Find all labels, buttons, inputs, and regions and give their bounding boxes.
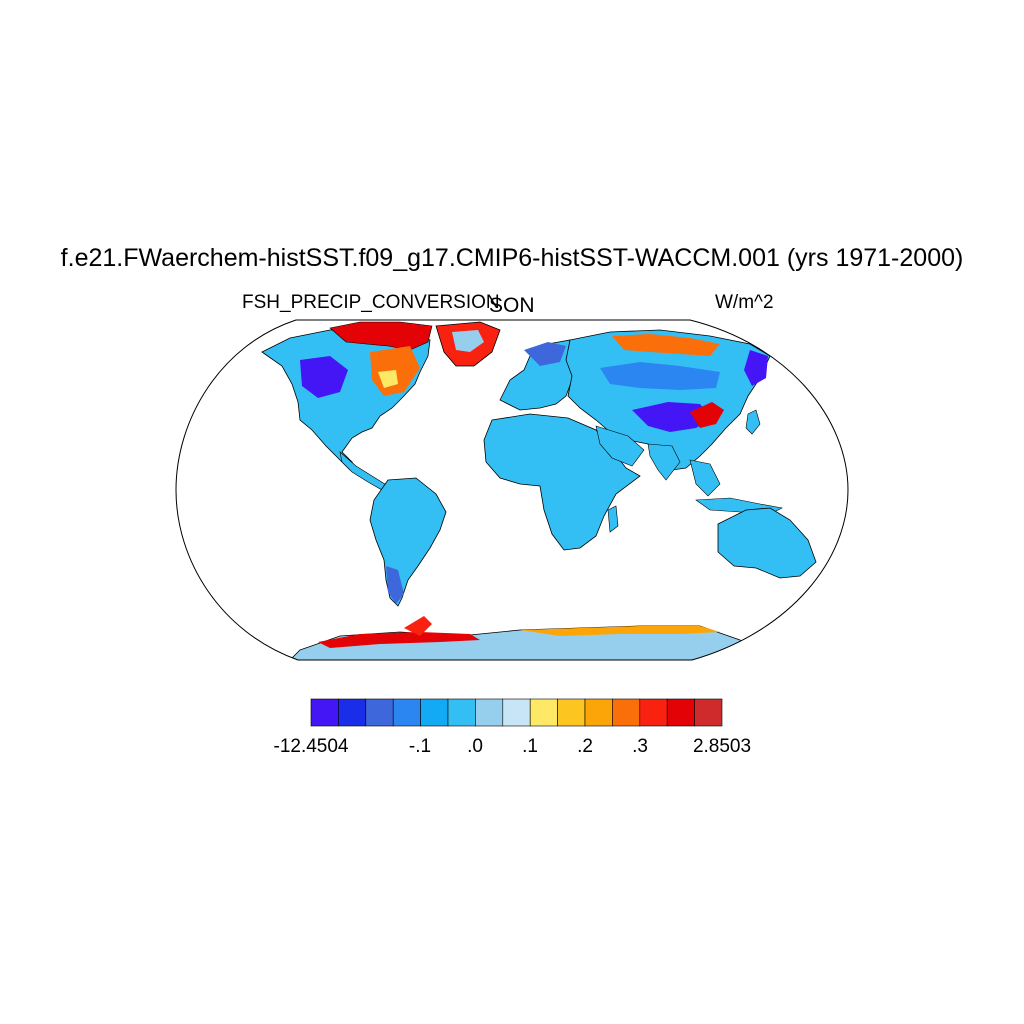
globe-outline xyxy=(175,319,849,661)
colorbar-tick-label: .2 xyxy=(577,736,593,757)
colorbar-box xyxy=(310,698,339,727)
colorbar-box xyxy=(420,698,449,727)
india-land xyxy=(647,443,681,481)
japan-land xyxy=(745,409,761,435)
colorbar-tick-label: -.1 xyxy=(408,736,432,757)
colorbar-box xyxy=(639,698,668,727)
colorbar-tick-label: .0 xyxy=(467,736,483,757)
units-label: W/m^2 xyxy=(715,292,774,313)
plot-title: f.e21.FWaerchem-histSST.f09_g17.CMIP6-hi… xyxy=(60,244,964,272)
greenland-center xyxy=(452,330,484,352)
colorbar-box xyxy=(338,698,367,727)
colorbar-box xyxy=(666,698,695,727)
siberia-north-region xyxy=(612,334,720,356)
colorbar-box xyxy=(557,698,586,727)
canada-north-region xyxy=(300,356,348,398)
colorbar-tick-label: .3 xyxy=(632,736,648,757)
colorbar-box xyxy=(475,698,504,727)
variable-label: FSH_PRECIP_CONVERSION xyxy=(242,292,500,313)
tibet-region xyxy=(632,402,712,432)
colorbar-box xyxy=(447,698,476,727)
australia-land xyxy=(717,507,817,579)
patagonia-region xyxy=(386,566,404,604)
scandinavia-region xyxy=(524,342,566,366)
colorbar-tick-label: .1 xyxy=(522,736,538,757)
colorbar-tick-label: -12.4504 xyxy=(273,736,349,757)
east-antarctica-coast-region xyxy=(520,626,720,636)
colorbar-box xyxy=(694,698,723,727)
siberia-cold-region xyxy=(600,362,720,390)
kamchatka-region xyxy=(744,350,768,386)
madagascar-land xyxy=(607,505,619,533)
colorbar-box xyxy=(584,698,613,727)
colorbar-box xyxy=(502,698,531,727)
colorbar-box xyxy=(392,698,421,727)
colorbar-box xyxy=(529,698,558,727)
colorbar-tick-label: 2.8503 xyxy=(692,736,752,757)
arabia-land xyxy=(595,425,645,467)
colorbar-box xyxy=(365,698,394,727)
season-label: SON xyxy=(489,294,535,317)
hudson-region xyxy=(378,370,398,388)
southeast-asia-land xyxy=(689,459,721,497)
east-asia-red-region xyxy=(690,402,724,428)
colorbar-box xyxy=(612,698,641,727)
antarctica-coast-region xyxy=(318,632,480,648)
canadian-arctic-land xyxy=(329,321,433,351)
antarctic-peninsula-region xyxy=(404,616,432,636)
